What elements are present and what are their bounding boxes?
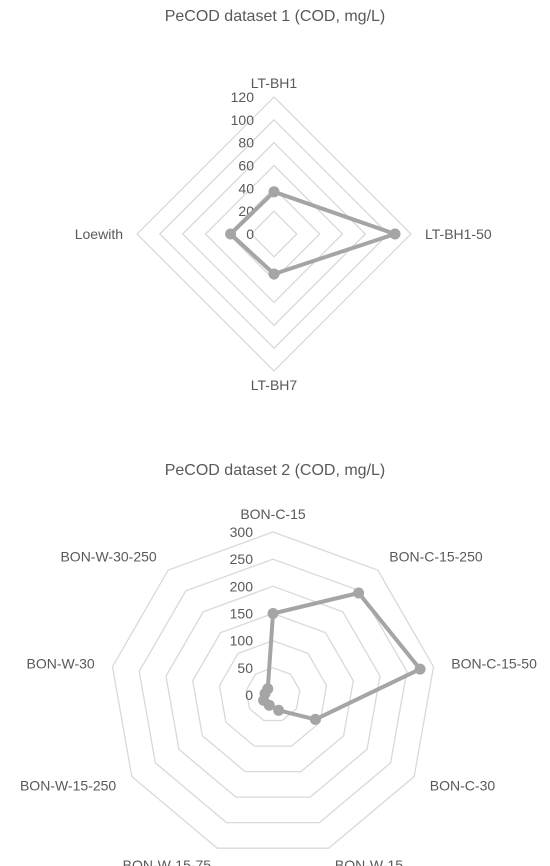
category-label: BON-C-30: [430, 778, 496, 794]
grid-ring: [138, 558, 408, 824]
data-point: [273, 704, 285, 716]
data-point: [268, 268, 280, 280]
radial-tick-label: 0: [246, 226, 254, 242]
grid-ring: [204, 164, 344, 304]
data-point: [225, 228, 237, 240]
data-point: [267, 608, 279, 619]
category-label: Loewith: [75, 226, 123, 242]
data-point: [414, 663, 426, 675]
data-point: [262, 683, 274, 695]
grid-ring: [136, 96, 412, 372]
category-label: LT-BH1: [251, 75, 298, 91]
radial-tick-label: 120: [231, 89, 255, 105]
data-point: [389, 228, 401, 240]
radar-chart-1: PeCOD dataset 1 (COD, mg/L) 020406080100…: [75, 8, 492, 393]
category-label: BON-W-30: [26, 656, 94, 672]
chart-2: PeCOD dataset 2 (COD, mg/L) 0 50 100 150 200…: [0, 452, 550, 866]
radial-tick-label: 200: [230, 578, 254, 594]
radial-tick-label: 250: [230, 551, 254, 567]
grid-ring: [192, 612, 354, 773]
category-label: BON-W-15-250: [20, 778, 116, 794]
grid-ring: [250, 210, 298, 258]
data-point: [353, 587, 365, 599]
grid-ring: [218, 640, 328, 747]
radial-tick-label: 100: [230, 633, 254, 649]
radial-tick-label: 80: [238, 135, 254, 151]
category-label: LT-BH7: [251, 377, 298, 393]
radial-tick-label: 100: [231, 112, 255, 128]
category-label: BON-W-15: [335, 857, 403, 866]
category-label: BON-W-15-75: [123, 857, 212, 866]
category-label: BON-C-15: [240, 506, 306, 522]
chart-title: PeCOD dataset 2 (COD, mg/L): [165, 462, 386, 479]
radial-tick-label: 40: [238, 180, 254, 196]
radial-tick-label: 60: [238, 158, 254, 174]
chart-1: PeCOD dataset 1 (COD, mg/L) 0 20 40 60 80 100…: [0, 0, 550, 430]
data-point: [268, 186, 280, 198]
grid-ring: [158, 118, 390, 350]
category-label: LT-BH1-50: [425, 226, 492, 242]
radial-tick-label: 150: [230, 606, 254, 622]
radial-tick-label: 50: [237, 660, 253, 676]
grid-ring: [165, 585, 381, 798]
data-point: [309, 713, 321, 725]
chart-title: PeCOD dataset 1 (COD, mg/L): [165, 8, 386, 25]
grid-ring: [181, 141, 367, 327]
category-label: BON-C-15-250: [389, 548, 483, 564]
grid-ring: [245, 667, 301, 722]
radial-tick-label: 0: [245, 687, 253, 703]
radial-tick-label: 300: [230, 524, 254, 540]
category-label: BON-W-30-250: [60, 548, 156, 564]
radar-chart-2: PeCOD dataset 2 (COD, mg/L) 0 50 100 150 200…: [20, 462, 537, 866]
category-label: BON-C-15-50: [451, 656, 537, 672]
grid-ring: [111, 531, 435, 849]
